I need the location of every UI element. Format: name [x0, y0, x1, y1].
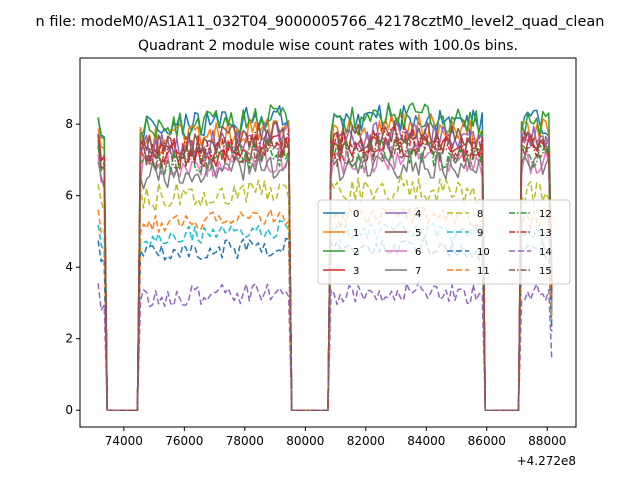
legend-box	[317, 199, 571, 285]
legend-label-10: 10	[477, 247, 490, 258]
x-tick-label: 78000	[226, 434, 264, 448]
series-line-15	[97, 133, 553, 411]
x-tick-label: 76000	[165, 434, 203, 448]
legend-label-2: 2	[353, 247, 359, 258]
series-line-13	[97, 125, 553, 411]
legend-label-9: 9	[477, 228, 483, 239]
x-tick-label: 80000	[286, 434, 324, 448]
plot-frame	[79, 57, 577, 428]
y-axis: 0 2 4 6 8	[65, 117, 80, 417]
legend-label-13: 13	[539, 228, 552, 239]
legend-label-7: 7	[415, 266, 421, 277]
x-tick-label: 74000	[105, 434, 143, 448]
legend-label-12: 12	[539, 209, 552, 220]
legend-label-11: 11	[477, 266, 490, 277]
legend-label-14: 14	[539, 247, 552, 258]
figure-suptitle: n file: modeM0/AS1A11_032T04_9000005766_…	[36, 14, 605, 30]
y-tick-label: 0	[65, 403, 73, 417]
chart-title: Quadrant 2 module wise count rates with …	[138, 38, 518, 54]
x-tick-label: 84000	[407, 434, 445, 448]
series-line-8	[97, 173, 553, 411]
x-axis: 74000 76000 78000 80000 82000 84000 86000 88000	[105, 427, 566, 448]
y-tick-label: 6	[65, 189, 73, 203]
y-tick-label: 2	[65, 332, 73, 346]
legend-label-0: 0	[353, 209, 359, 220]
y-tick-label: 4	[65, 260, 73, 274]
x-tick-label: 88000	[528, 434, 566, 448]
legend-label-4: 4	[415, 209, 421, 220]
y-tick-label: 8	[65, 117, 73, 131]
legend-label-5: 5	[415, 228, 421, 239]
legend-label-6: 6	[415, 247, 421, 258]
x-tick-label: 86000	[468, 434, 506, 448]
legend-label-15: 15	[539, 266, 552, 277]
legend-label-1: 1	[353, 228, 359, 239]
legend-label-3: 3	[353, 266, 359, 277]
x-tick-label: 82000	[347, 434, 385, 448]
legend-label-8: 8	[477, 209, 483, 220]
x-offset-label: +4.272e8	[517, 454, 576, 468]
